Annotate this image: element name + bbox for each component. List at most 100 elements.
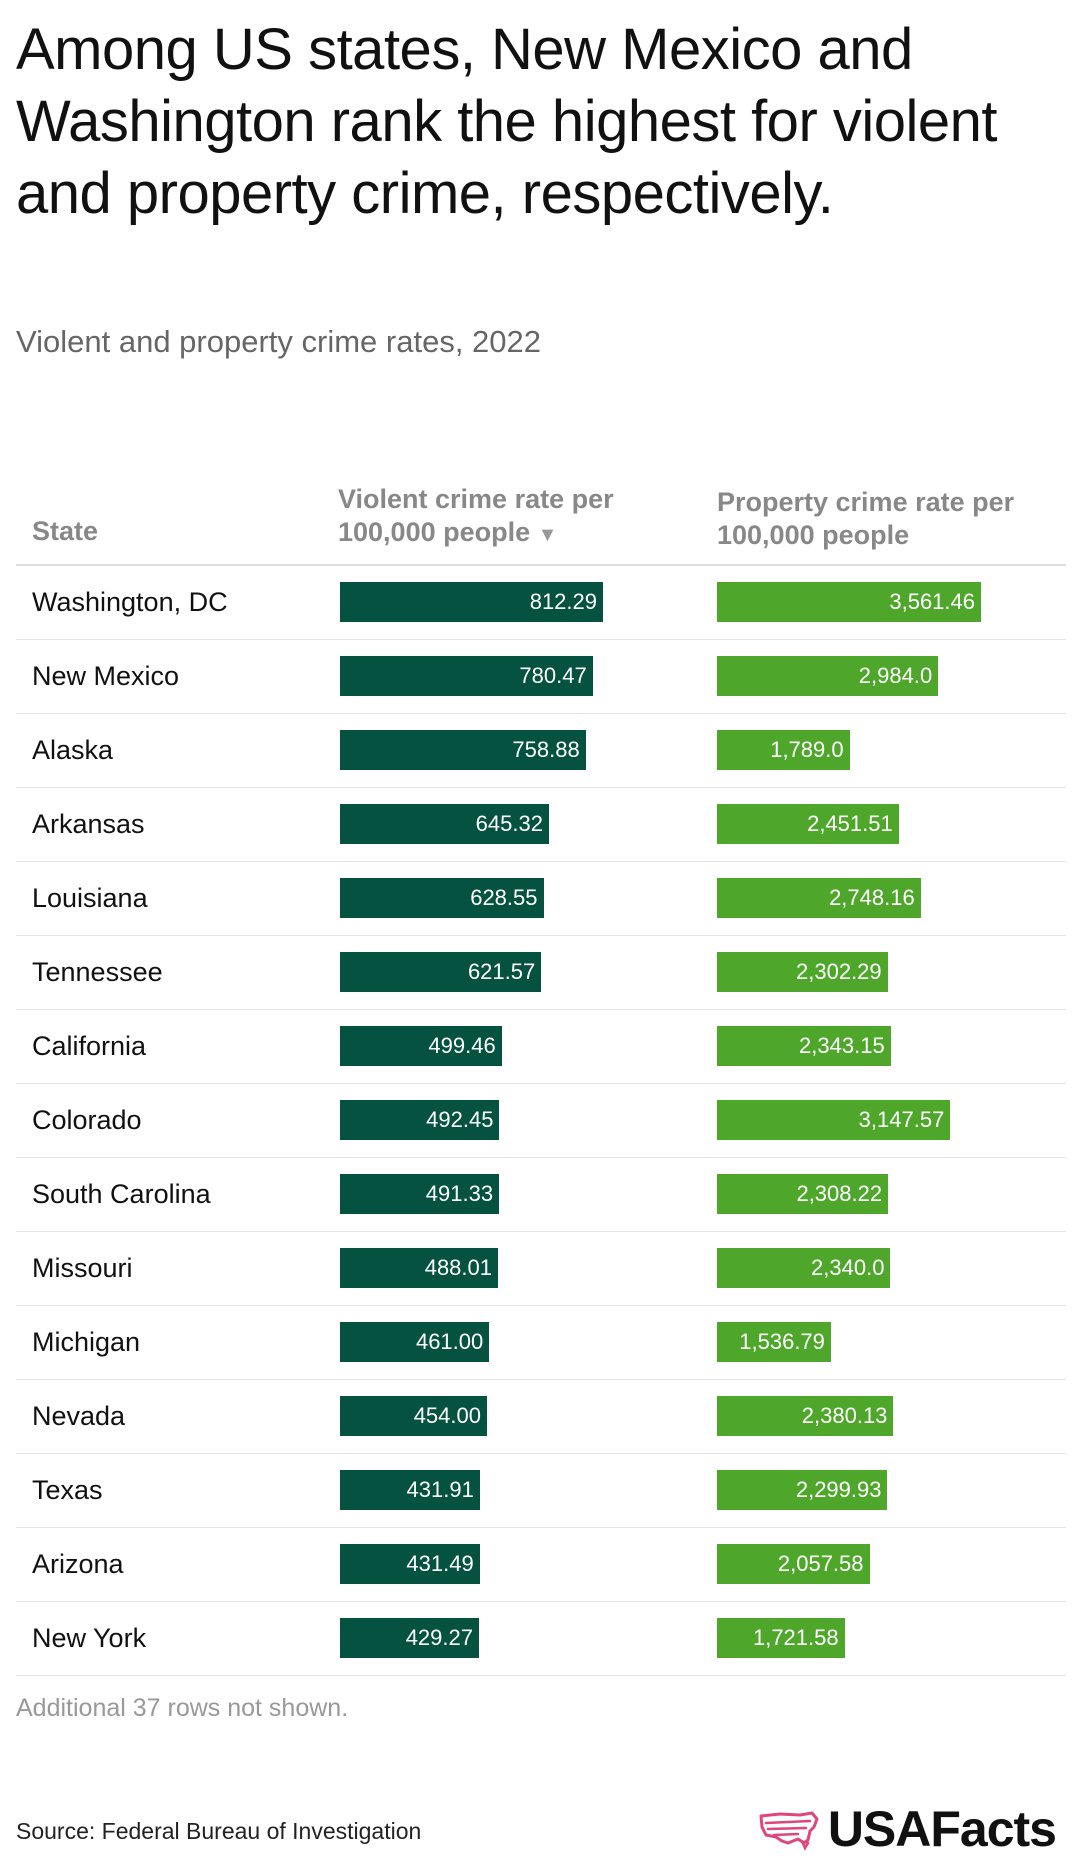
property-value-label: 3,561.46 [889, 589, 975, 614]
violent-bar: 812.29 [340, 582, 603, 622]
property-value-label: 2,308.22 [796, 1181, 883, 1206]
violent-bar: 461.00 [340, 1322, 490, 1362]
property-bar: 2,984.0 [717, 656, 939, 696]
violent-bar: 429.27 [340, 1618, 479, 1658]
chart-subtitle: Violent and property crime rates, 2022 [16, 324, 542, 359]
violent-value-label: 758.88 [512, 737, 580, 762]
property-bar: 2,343.15 [717, 1026, 891, 1066]
property-value-label: 2,057.58 [777, 1551, 864, 1576]
property-bar: 2,340.0 [717, 1248, 891, 1288]
violent-value-label: 491.33 [425, 1181, 494, 1206]
violent-bar: 499.46 [340, 1026, 502, 1066]
state-name: Nevada [32, 1401, 126, 1431]
property-value-label: 2,984.0 [858, 663, 933, 688]
property-bar: 2,057.58 [717, 1544, 870, 1584]
property-value-label: 2,343.15 [799, 1033, 885, 1058]
usafacts-logo[interactable]: USAFacts [758, 1800, 1057, 1858]
table-row: Arizona 431.49 2,057.58 [16, 1528, 1066, 1602]
violent-bar: 645.32 [340, 804, 549, 844]
column-header-property[interactable]: Property crime rate per 100,000 people [717, 487, 1015, 550]
violent-bar: 491.33 [340, 1174, 500, 1214]
violent-value-label: 488.01 [424, 1255, 492, 1280]
property-value-label: 2,380.13 [801, 1403, 888, 1428]
state-name: New Mexico [32, 661, 180, 691]
violent-bar: 454.00 [340, 1396, 487, 1436]
violent-value-label: 429.27 [405, 1625, 473, 1650]
violent-bar: 492.45 [340, 1100, 500, 1140]
source-note: Source: Federal Bureau of Investigation [16, 1818, 422, 1844]
violent-value-label: 499.46 [428, 1033, 496, 1058]
violent-bar: 780.47 [340, 656, 593, 696]
state-name: Missouri [32, 1253, 133, 1283]
state-name: Arkansas [32, 809, 145, 839]
property-value-label: 1,789.0 [770, 737, 844, 762]
table-row: Missouri 488.01 2,340.0 [16, 1232, 1066, 1306]
sort-descending-icon[interactable]: ▼ [537, 524, 558, 546]
table-row: Texas 431.91 2,299.93 [16, 1454, 1066, 1528]
state-name: Louisiana [32, 883, 148, 913]
property-bar: 3,147.57 [717, 1100, 951, 1140]
property-value-label: 1,536.79 [739, 1329, 825, 1354]
state-name: Tennessee [32, 957, 163, 987]
violent-value-label: 492.45 [426, 1107, 494, 1132]
table-row: California 499.46 2,343.15 [16, 1010, 1066, 1084]
chart-title: Among US states, New Mexico and Washingt… [16, 17, 998, 226]
property-bar: 3,561.46 [717, 582, 981, 622]
property-value-label: 1,721.58 [752, 1625, 839, 1650]
state-name: Arizona [32, 1549, 124, 1579]
property-value-label: 2,299.93 [795, 1477, 882, 1502]
property-bar: 1,721.58 [717, 1618, 845, 1658]
state-name: Michigan [32, 1327, 141, 1357]
violent-bar: 628.55 [340, 878, 544, 918]
column-header-violent[interactable]: Violent crime rate per 100,000 people ▼ [338, 483, 698, 552]
state-name: Washington, DC [32, 587, 228, 617]
table-row: Arkansas 645.32 2,451.51 [16, 788, 1066, 862]
violent-value-label: 431.49 [406, 1551, 474, 1576]
violent-value-label: 780.47 [519, 663, 587, 688]
property-bar: 2,748.16 [717, 878, 921, 918]
table-row: Tennessee 621.57 2,302.29 [16, 936, 1066, 1010]
property-bar: 2,302.29 [717, 952, 888, 992]
column-header-violent-label: Violent crime rate per 100,000 people [338, 484, 614, 547]
violent-value-label: 628.55 [470, 885, 538, 910]
state-name: New York [32, 1623, 147, 1653]
violent-value-label: 454.00 [413, 1403, 481, 1428]
violent-bar: 758.88 [340, 730, 586, 770]
us-map-icon [759, 1811, 819, 1851]
table-row: Colorado 492.45 3,147.57 [16, 1084, 1066, 1158]
table-row: New York 429.27 1,721.58 [16, 1602, 1066, 1676]
violent-value-label: 621.57 [467, 959, 536, 984]
violent-bar: 621.57 [340, 952, 542, 992]
property-value-label: 2,340.0 [811, 1255, 885, 1280]
table-row: Michigan 461.00 1,536.79 [16, 1306, 1066, 1380]
property-bar: 2,380.13 [717, 1396, 894, 1436]
state-name: Colorado [32, 1105, 142, 1135]
table-row: Washington, DC 812.29 3,561.46 [16, 566, 1066, 640]
property-bar: 1,789.0 [717, 730, 850, 770]
property-value-label: 2,748.16 [829, 885, 915, 910]
violent-value-label: 645.32 [475, 811, 543, 836]
table-row: New Mexico 780.47 2,984.0 [16, 640, 1066, 714]
property-bar: 1,536.79 [717, 1322, 831, 1362]
logo-text: USAFacts [827, 1801, 1057, 1857]
table-body: Washington, DC 812.29 3,561.46 New Mexico 78… [16, 566, 1066, 1676]
property-bar: 2,451.51 [717, 804, 899, 844]
table-row: Louisiana 628.55 2,748.16 [16, 862, 1066, 936]
property-value-label: 2,302.29 [796, 959, 882, 984]
property-value-label: 2,451.51 [807, 811, 893, 836]
violent-value-label: 812.29 [529, 589, 597, 614]
table-row: Alaska 758.88 1,789.0 [16, 714, 1066, 788]
property-bar: 2,299.93 [717, 1470, 888, 1510]
rows-hidden-note: Additional 37 rows not shown. [16, 1694, 349, 1722]
property-bar: 2,308.22 [717, 1174, 889, 1214]
table-row: Nevada 454.00 2,380.13 [16, 1380, 1066, 1454]
state-name: Texas [32, 1475, 103, 1505]
state-name: Alaska [32, 735, 114, 765]
state-name: California [32, 1031, 147, 1061]
violent-value-label: 431.91 [406, 1477, 474, 1502]
violent-bar: 431.49 [340, 1544, 480, 1584]
column-header-state[interactable]: State [32, 516, 99, 546]
state-name: South Carolina [32, 1179, 211, 1209]
table-header: State Violent crime rate per 100,000 peo… [16, 480, 1066, 566]
table-row: South Carolina 491.33 2,308.22 [16, 1158, 1066, 1232]
